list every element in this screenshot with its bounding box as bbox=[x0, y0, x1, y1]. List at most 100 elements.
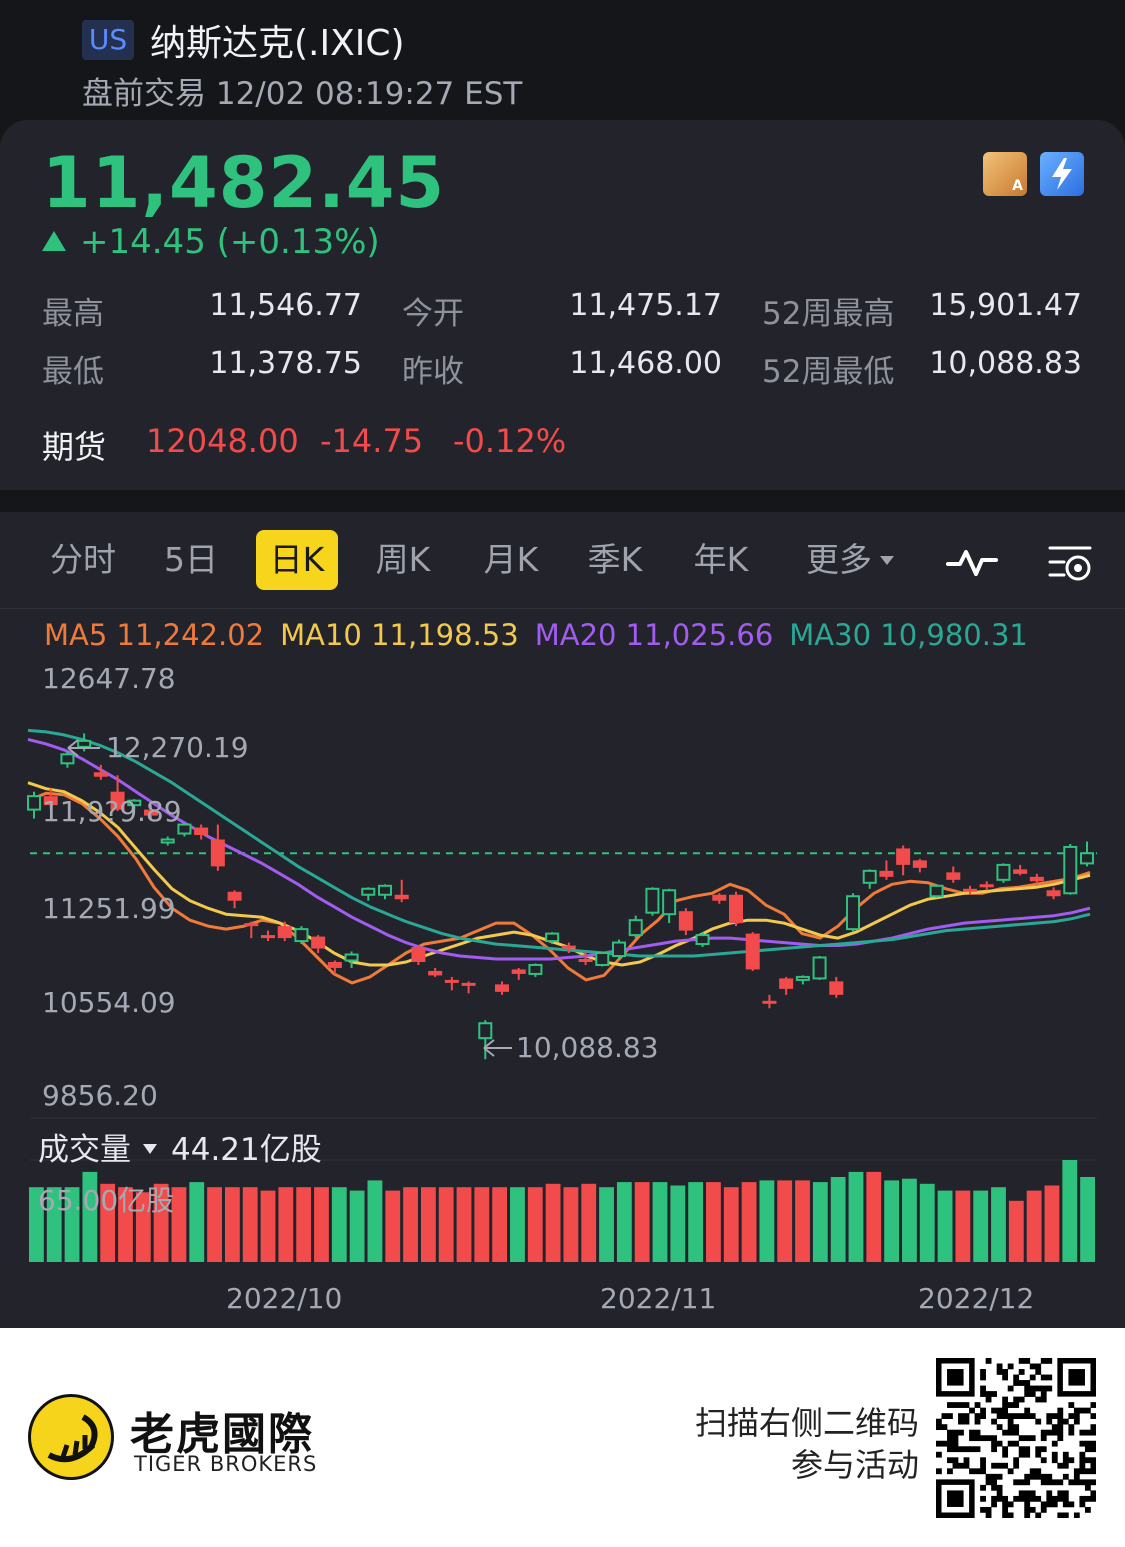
y-tick-bottom: 9856.20 bbox=[42, 1079, 158, 1112]
ma30-line bbox=[27, 728, 1091, 958]
stat-52w-low-label: 52周最低 bbox=[762, 354, 895, 390]
candle-body bbox=[779, 978, 794, 989]
volume-bar bbox=[991, 1187, 1006, 1262]
tab-intraday[interactable]: 分时 bbox=[50, 540, 116, 579]
volume-bar bbox=[723, 1187, 739, 1262]
chevron-down-icon bbox=[143, 1144, 157, 1154]
tab-weekly-k[interactable]: 周K bbox=[375, 540, 431, 579]
x-label-dec: 2022/12 bbox=[918, 1282, 1034, 1315]
tab-yearly-k[interactable]: 年K bbox=[693, 540, 749, 579]
volume-bar bbox=[403, 1187, 418, 1262]
volume-bar bbox=[848, 1171, 864, 1262]
candle-body bbox=[1046, 890, 1061, 897]
volume-bar bbox=[349, 1190, 365, 1262]
ma10-label: MA10 11,198.53 bbox=[280, 618, 519, 652]
ma-legend: MA5 11,242.02 MA10 11,198.53 MA20 11,025.6… bbox=[44, 618, 1044, 652]
tab-more[interactable]: 更多 bbox=[790, 530, 910, 590]
volume-bar bbox=[937, 1190, 953, 1262]
volume-bar bbox=[331, 1187, 347, 1262]
qr-code-icon[interactable] bbox=[936, 1358, 1096, 1518]
kline-chart[interactable]: 12647.78 11251.99 10554.09 9856.20 12,27… bbox=[0, 512, 1125, 1328]
indicator-wave-icon[interactable] bbox=[946, 542, 998, 582]
futures-change: -14.75 bbox=[320, 422, 424, 460]
volume-bar bbox=[902, 1178, 917, 1262]
candle-body bbox=[678, 911, 693, 931]
brand-name-cn: 老虎國際 bbox=[130, 1409, 314, 1460]
volume-bar bbox=[955, 1190, 971, 1262]
candle-body bbox=[194, 827, 209, 836]
volume-bar bbox=[224, 1187, 240, 1262]
tab-quarterly-k[interactable]: 季K bbox=[587, 540, 643, 579]
volume-bar bbox=[777, 1180, 793, 1262]
stat-open-value: 11,475.17 bbox=[569, 288, 722, 323]
candle-body bbox=[996, 863, 1011, 881]
tab-daily-k[interactable]: 日K bbox=[256, 530, 338, 590]
candle-body bbox=[578, 958, 593, 962]
lightning-glyph-icon bbox=[1052, 158, 1072, 190]
volume-bar bbox=[474, 1187, 490, 1262]
candle-body bbox=[244, 923, 259, 927]
stat-open-label: 今开 bbox=[402, 296, 464, 332]
volume-bar bbox=[759, 1180, 775, 1262]
candle-body bbox=[160, 838, 175, 844]
volume-bar bbox=[634, 1182, 650, 1262]
candle-body bbox=[612, 941, 626, 958]
stat-52w-low-value: 10,088.83 bbox=[929, 346, 1082, 381]
candle-body bbox=[912, 860, 927, 868]
candle-body bbox=[60, 753, 75, 765]
candle-body bbox=[1013, 869, 1028, 874]
volume-label: 成交量 bbox=[38, 1132, 131, 1168]
brand-name-en: TIGER BROKERS bbox=[134, 1452, 318, 1476]
volume-value: 44.21亿股 bbox=[171, 1132, 322, 1168]
candle-body bbox=[712, 894, 727, 901]
volume-bar bbox=[599, 1187, 614, 1262]
chart-settings-icon[interactable] bbox=[1046, 542, 1094, 582]
volume-header[interactable]: 成交量 44.21亿股 bbox=[38, 1124, 322, 1169]
change-text: +14.45 (+0.13%) bbox=[80, 222, 380, 262]
candle-body bbox=[394, 894, 409, 900]
price-change: +14.45 (+0.13%) bbox=[42, 222, 380, 262]
candle-body bbox=[411, 947, 426, 962]
last-price: 11,482.45 bbox=[42, 142, 446, 224]
volume-bar bbox=[652, 1182, 668, 1262]
volume-bar bbox=[296, 1187, 312, 1262]
stat-high-label: 最高 bbox=[42, 296, 104, 332]
futures-label[interactable]: 期货 bbox=[42, 428, 107, 466]
volume-bar bbox=[706, 1182, 721, 1262]
volume-bar bbox=[420, 1187, 436, 1262]
candle-body bbox=[511, 969, 526, 974]
lightning-icon[interactable] bbox=[1040, 152, 1084, 196]
volume-bar bbox=[1026, 1190, 1042, 1262]
candle-body bbox=[762, 1000, 777, 1004]
candle-body bbox=[428, 970, 443, 976]
low-arrow-icon bbox=[483, 1039, 512, 1057]
candle-body bbox=[43, 796, 58, 806]
volume-bar bbox=[456, 1187, 472, 1262]
volume-bar bbox=[64, 1187, 80, 1262]
session-status: 盘前交易 12/02 08:19:27 EST bbox=[82, 76, 523, 112]
candle-body bbox=[344, 953, 359, 962]
tab-5day[interactable]: 5日 bbox=[164, 540, 218, 579]
candle-body bbox=[645, 887, 660, 914]
scan-prompt-2: 参与活动 bbox=[790, 1446, 919, 1484]
candle-body bbox=[812, 956, 827, 980]
candle-body bbox=[444, 979, 459, 983]
candle-body bbox=[495, 984, 509, 992]
tab-monthly-k[interactable]: 月K bbox=[483, 540, 539, 579]
share-footer: 老虎國際 TIGER BROKERS 扫描右侧二维码 参与活动 bbox=[0, 1328, 1125, 1547]
volume-bar bbox=[385, 1190, 401, 1262]
volume-bar bbox=[29, 1187, 44, 1262]
chevron-down-icon bbox=[880, 556, 894, 565]
candle-body bbox=[227, 891, 242, 901]
candle-body bbox=[829, 981, 844, 995]
candle-body bbox=[896, 848, 911, 865]
candle-body bbox=[311, 936, 326, 949]
candle-body bbox=[77, 739, 92, 748]
y-tick-2: 11251.99 bbox=[42, 892, 176, 925]
volume-bar bbox=[1008, 1200, 1024, 1262]
stack-layers-icon[interactable]: A bbox=[983, 152, 1027, 196]
candle-body bbox=[210, 839, 225, 867]
stat-52w-high-label: 52周最高 bbox=[762, 296, 895, 332]
volume-bar bbox=[492, 1187, 508, 1262]
candle-body bbox=[795, 975, 810, 981]
